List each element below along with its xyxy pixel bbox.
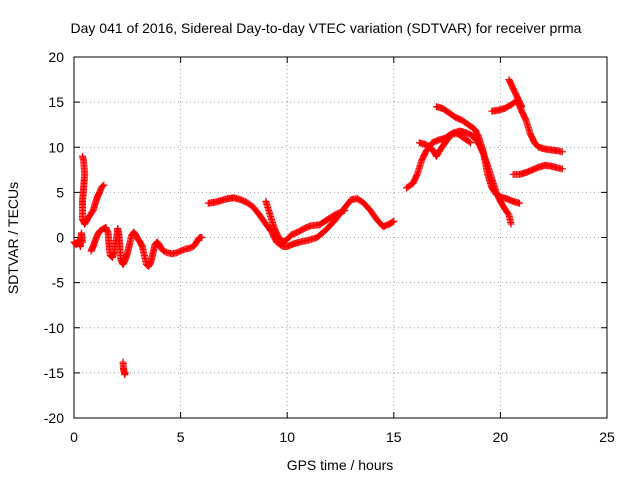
y-axis-label: SDTVAR / TECUs <box>5 182 21 294</box>
data-point-marker <box>518 103 526 111</box>
x-tick-label: 25 <box>599 429 615 445</box>
data-point-marker <box>339 207 347 215</box>
y-tick-label: 20 <box>48 49 64 65</box>
data-point-marker <box>467 139 475 147</box>
data-point-marker <box>465 138 473 146</box>
x-axis-label: GPS time / hours <box>287 457 394 473</box>
y-tick-label: -15 <box>44 365 64 381</box>
data-points <box>70 76 566 379</box>
x-tick-label: 5 <box>177 429 185 445</box>
y-tick-label: -20 <box>44 410 64 426</box>
x-tick-label: 20 <box>493 429 509 445</box>
y-tick-label: 5 <box>56 184 64 200</box>
data-point-marker <box>389 218 397 226</box>
data-point-marker <box>516 199 524 207</box>
data-point-marker <box>507 220 515 228</box>
y-tick-label: 15 <box>48 94 64 110</box>
data-point-marker <box>558 148 566 156</box>
chart-title: Day 041 of 2016, Sidereal Day-to-day VTE… <box>71 20 582 36</box>
y-tick-label: 10 <box>48 139 64 155</box>
data-point-marker <box>341 206 349 214</box>
x-tick-label: 10 <box>279 429 295 445</box>
data-point-marker <box>558 165 566 173</box>
data-point-marker <box>517 101 525 109</box>
data-point-marker <box>121 369 129 377</box>
y-tick-label: 0 <box>56 230 64 246</box>
data-point-marker <box>100 181 108 189</box>
data-point-marker <box>99 182 107 190</box>
data-point-marker <box>79 238 87 246</box>
x-tick-label: 0 <box>70 429 78 445</box>
grid-lines <box>74 57 607 418</box>
x-tick-label: 15 <box>386 429 402 445</box>
data-point-marker <box>390 217 398 225</box>
y-tick-label: -10 <box>44 320 64 336</box>
y-tick-label: -5 <box>52 275 65 291</box>
axis-ticks: 0 5 10 15 20 25 -20 -15 -10 -5 0 5 10 15 20 <box>44 49 615 445</box>
plot-frame <box>73 56 608 419</box>
data-point-marker <box>198 234 206 241</box>
